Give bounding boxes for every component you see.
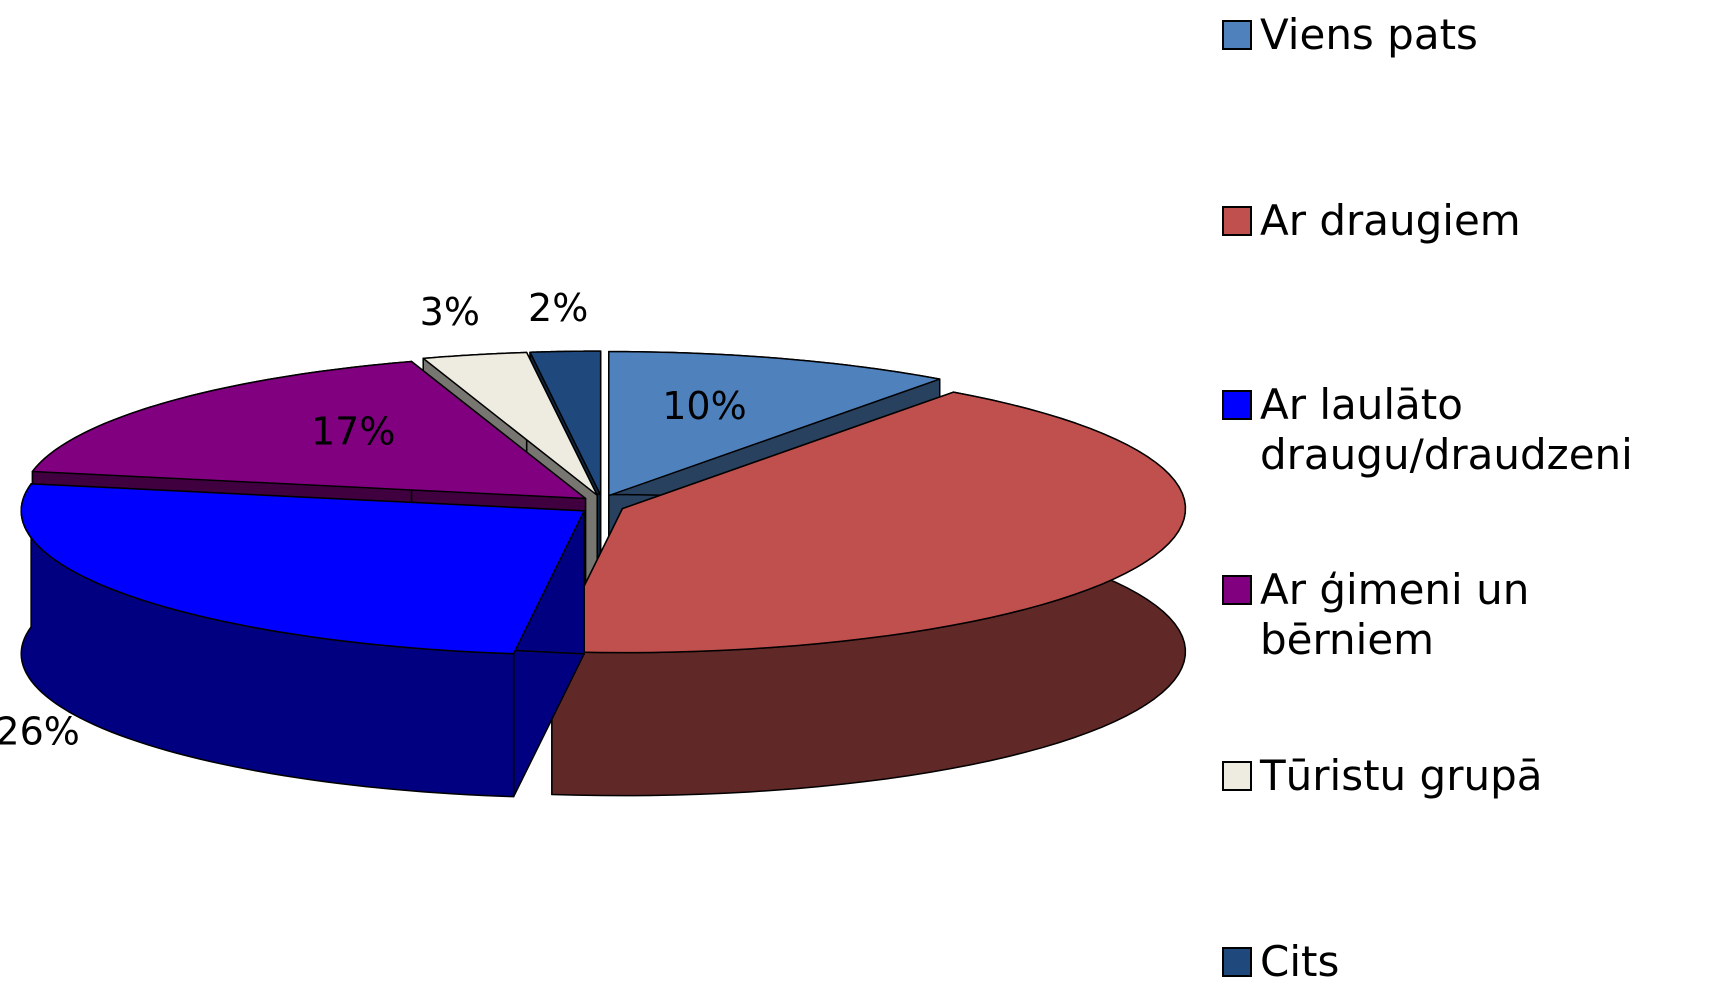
legend-label: Ar draugiem: [1260, 196, 1521, 245]
legend-item: Ar laulāto draugu/draudzeni: [1222, 380, 1700, 480]
legend-item: Tūristu grupā: [1222, 751, 1700, 801]
slice: [551, 391, 1187, 797]
legend-item: Ar ģimeni un bērniem: [1222, 565, 1700, 665]
legend-item: Ar draugiem: [1222, 196, 1700, 246]
legend-swatch: [1222, 206, 1252, 236]
slice-top: [31, 360, 587, 500]
legend-swatch: [1222, 575, 1252, 605]
legend-label: Cits: [1260, 937, 1340, 986]
legend: Viens pats Ar draugiem Ar laulāto draugu/d…: [1222, 0, 1733, 990]
slice-top: [422, 351, 598, 497]
legend-swatch: [1222, 761, 1252, 791]
slice-top: [529, 350, 602, 496]
data-label: 2%: [528, 286, 588, 330]
legend-label: Tūristu grupā: [1260, 751, 1543, 800]
legend-item: Viens pats: [1222, 10, 1700, 60]
slice: [20, 483, 585, 798]
legend-swatch: [1222, 390, 1252, 420]
legend-swatch: [1222, 20, 1252, 50]
legend-label: Viens pats: [1260, 10, 1478, 59]
legend-label: Ar ģimeni un bērniem: [1260, 565, 1530, 664]
data-label: 17%: [311, 410, 395, 454]
data-label: 10%: [662, 384, 746, 428]
chart: 10%42%26%17%3%2%: [0, 286, 1187, 798]
legend-item: Cits: [1222, 937, 1700, 987]
slice-top: [608, 350, 941, 497]
slice-top: [551, 391, 1187, 654]
slice-top: [20, 483, 585, 655]
data-label: 3%: [420, 290, 480, 334]
data-label: 26%: [0, 709, 80, 753]
legend-swatch: [1222, 947, 1252, 977]
legend-label: Ar laulāto draugu/draudzeni: [1260, 380, 1633, 479]
